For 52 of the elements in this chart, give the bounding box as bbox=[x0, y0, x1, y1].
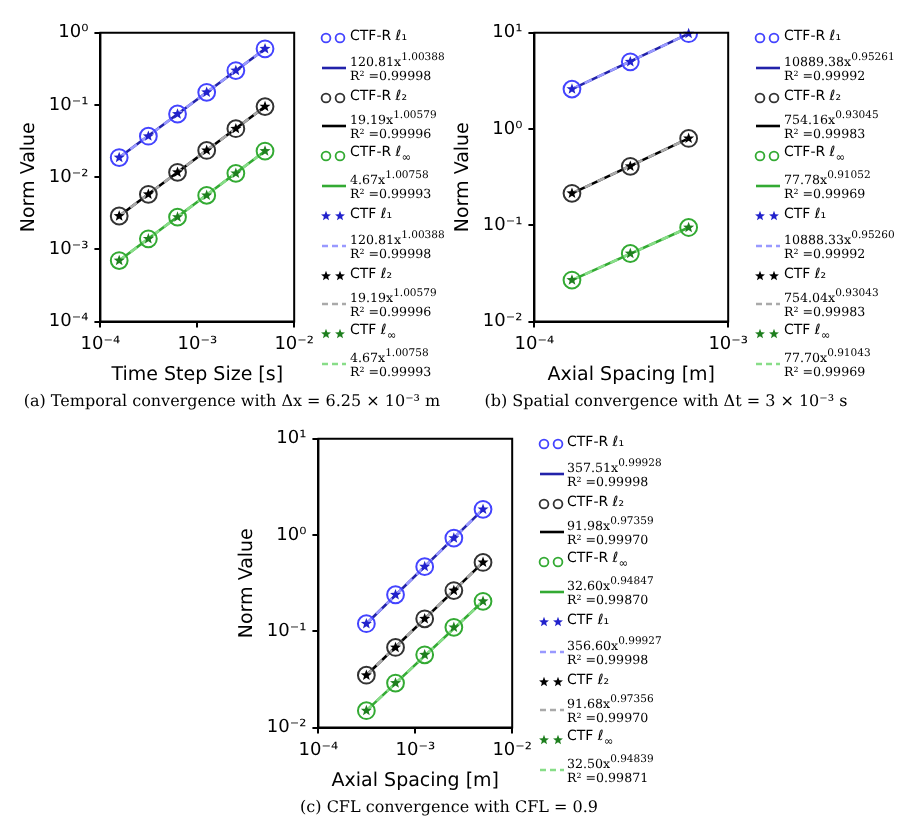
point bbox=[414, 645, 434, 665]
point bbox=[197, 82, 217, 102]
y-tick-label: 10⁰ bbox=[58, 23, 90, 44]
point bbox=[355, 665, 375, 685]
y-axis-title: Norm Value bbox=[235, 527, 258, 639]
point bbox=[385, 585, 404, 605]
x-tick-label: 10⁻³ bbox=[177, 335, 218, 356]
point bbox=[255, 141, 275, 161]
x-axis-title: Axial Spacing [m] bbox=[330, 769, 499, 792]
x-tick-label: 10⁻³ bbox=[394, 741, 435, 762]
point bbox=[168, 162, 187, 182]
x-tick-label: 10⁻³ bbox=[708, 335, 749, 356]
point bbox=[414, 609, 434, 629]
point bbox=[138, 126, 158, 146]
point bbox=[168, 207, 187, 227]
x-axis-title: Axial Spacing [m] bbox=[547, 363, 716, 386]
y-tick-label: 10⁻² bbox=[482, 312, 524, 333]
point bbox=[255, 39, 275, 59]
point bbox=[255, 97, 275, 117]
x-axis-title: Time Step Size [s] bbox=[109, 363, 284, 386]
point bbox=[355, 701, 375, 721]
y-tick-label: 10⁻¹ bbox=[48, 95, 90, 116]
point bbox=[620, 52, 640, 72]
y-tick-label: 10¹ bbox=[275, 429, 307, 450]
point bbox=[109, 206, 129, 226]
point bbox=[443, 528, 463, 548]
x-tick-label: 10⁻⁴ bbox=[80, 335, 122, 356]
point bbox=[562, 270, 582, 290]
point bbox=[385, 673, 404, 693]
y-tick-label: 10⁻¹ bbox=[482, 216, 524, 237]
text: (b) Spatial convergence with Δt = 3 × 10⁻³ s bbox=[484, 392, 848, 410]
y-axis-title: Norm Value bbox=[18, 121, 41, 233]
y-tick-label: 10⁻⁴ bbox=[48, 312, 90, 333]
point bbox=[562, 79, 582, 99]
y-tick-label: 10¹ bbox=[492, 23, 524, 44]
text: (c) CFL convergence with CFL = 0.9 bbox=[300, 798, 598, 816]
point bbox=[226, 119, 246, 139]
y-tick-label: 10⁰ bbox=[492, 119, 524, 140]
y-axis-title: Norm Value bbox=[452, 121, 475, 233]
y-tick-label: 10⁻³ bbox=[48, 240, 90, 261]
x-tick-label: 10⁻⁴ bbox=[297, 741, 339, 762]
y-tick-label: 10⁻² bbox=[48, 167, 90, 188]
x-tick-label: 10⁻⁴ bbox=[514, 335, 556, 356]
y-tick-label: 10⁻¹ bbox=[265, 622, 307, 643]
point bbox=[138, 229, 158, 249]
point bbox=[355, 614, 375, 634]
text: (a) Temporal convergence with Δx = 6.25 × 10⁻³ m bbox=[23, 392, 441, 410]
point bbox=[414, 557, 434, 577]
point bbox=[168, 104, 187, 124]
y-tick-label: 10⁻² bbox=[265, 718, 307, 739]
point bbox=[138, 184, 158, 204]
y-tick-label: 10⁰ bbox=[275, 525, 307, 546]
